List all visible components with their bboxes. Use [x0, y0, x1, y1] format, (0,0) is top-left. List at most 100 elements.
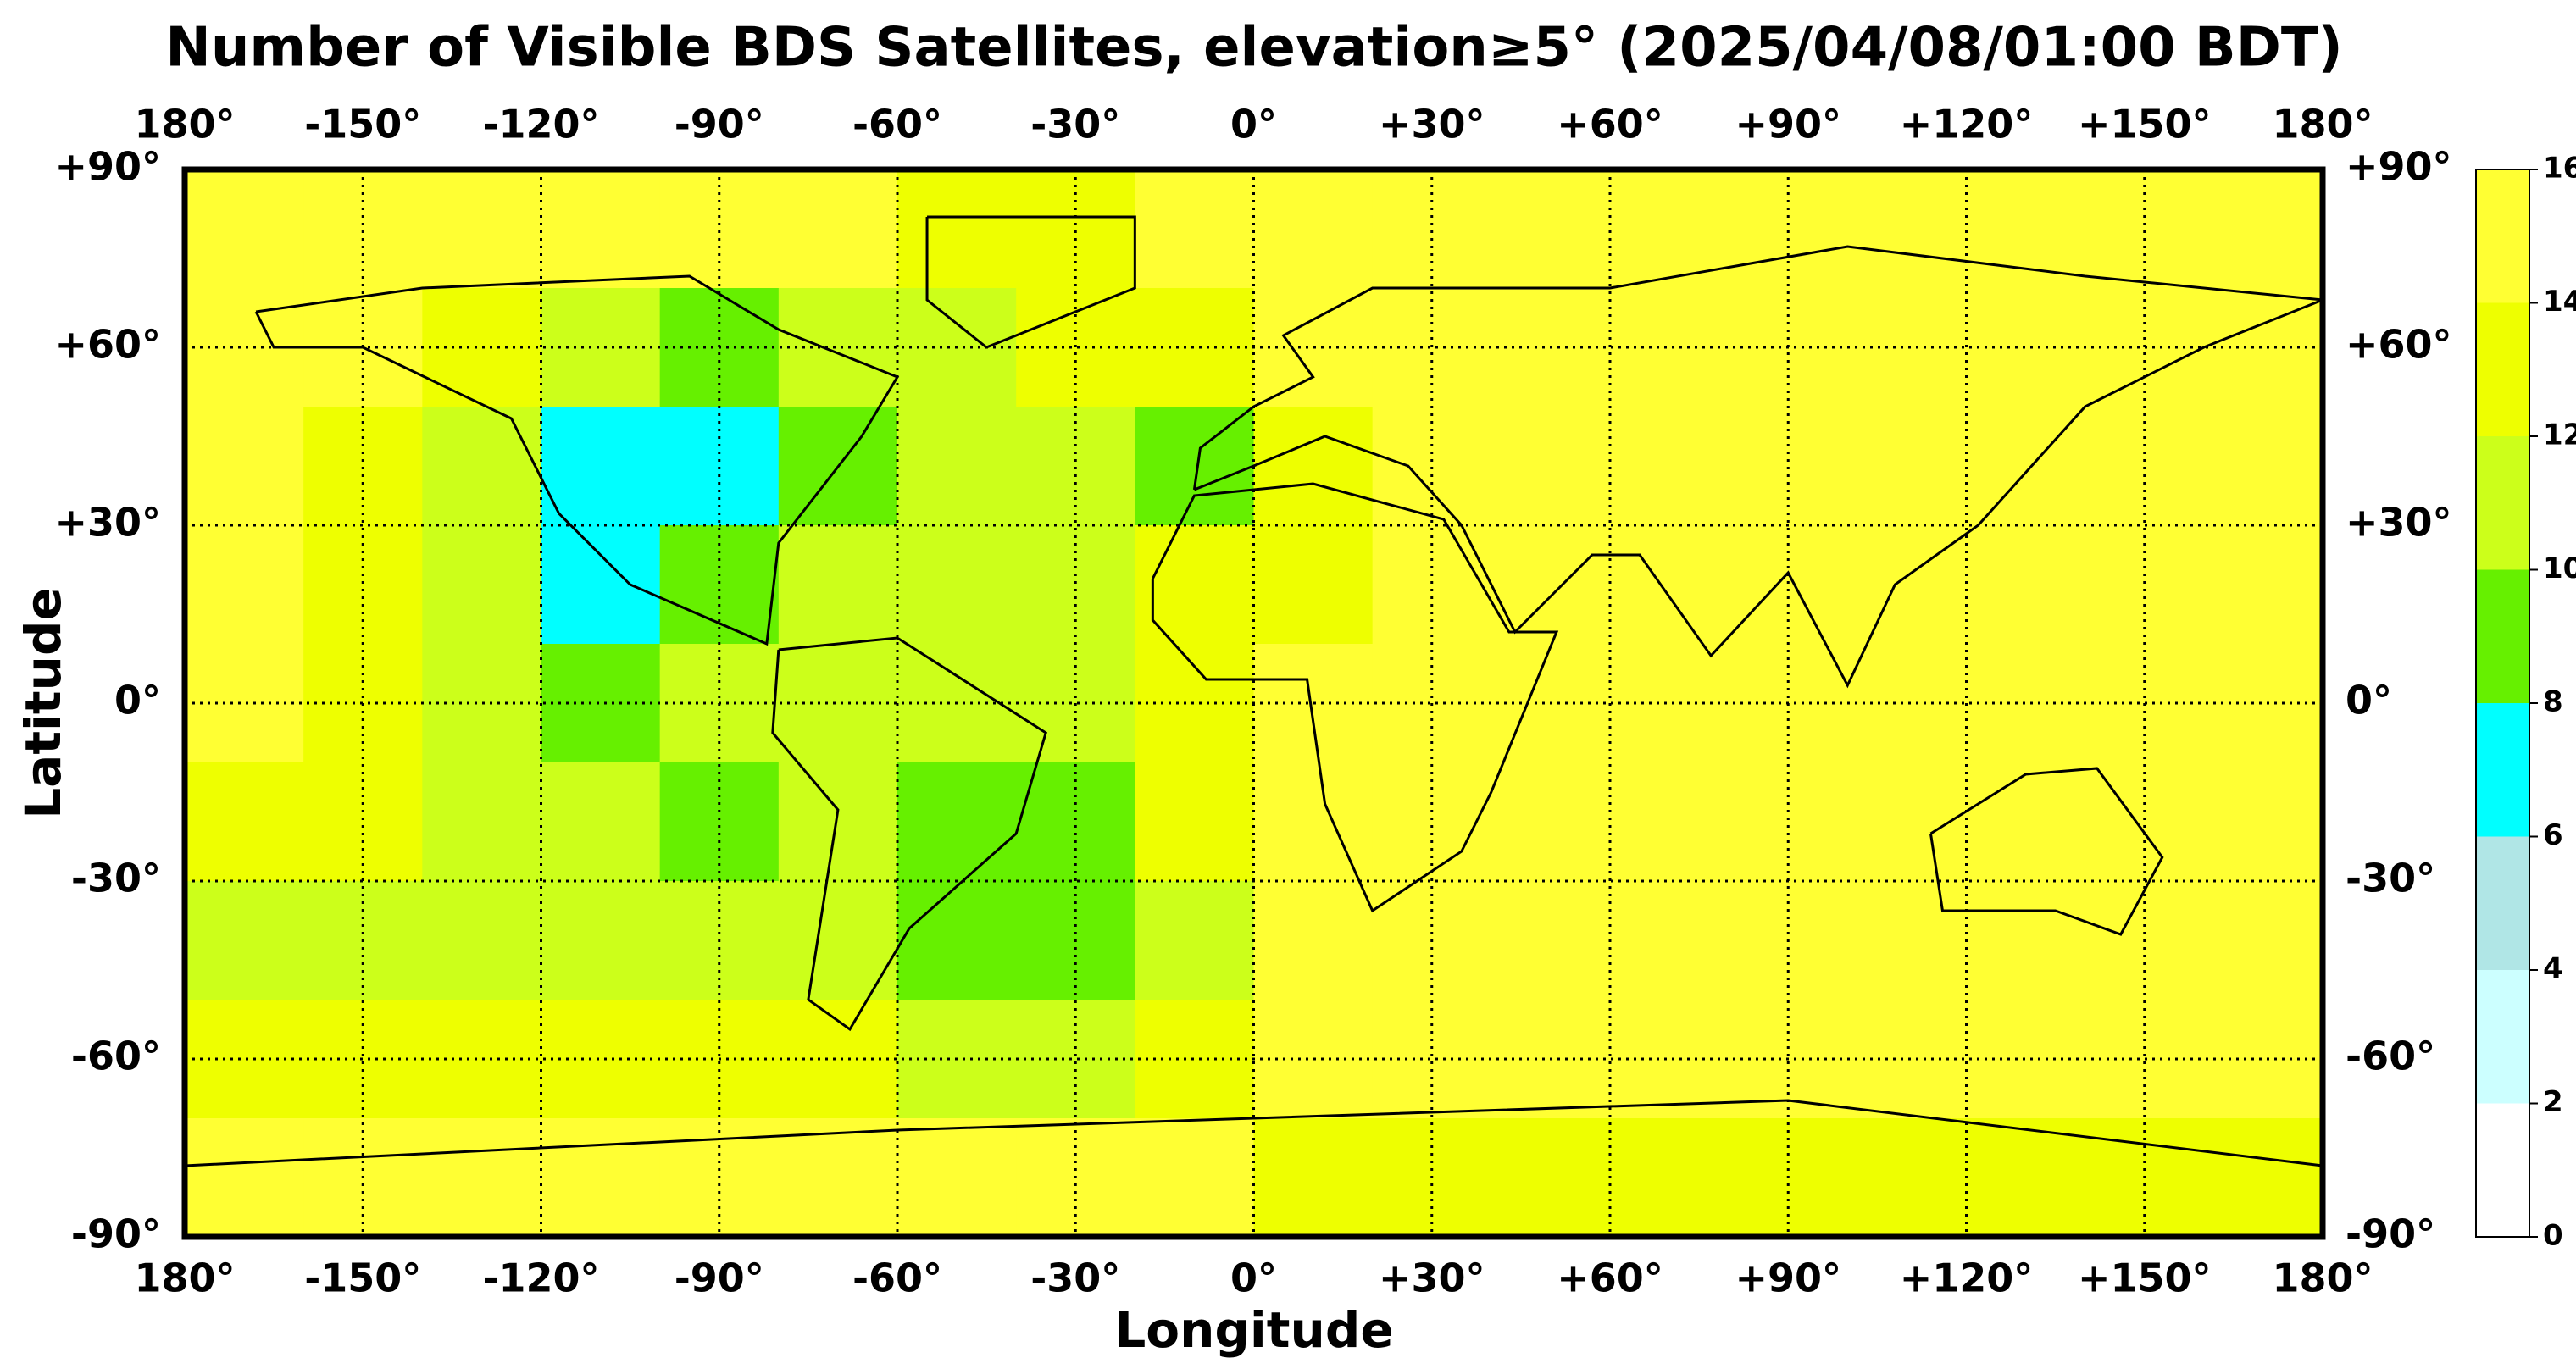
x-tick-label: 180° [2272, 102, 2373, 147]
cell [1135, 881, 1254, 1000]
y-tick-label: +30° [54, 500, 161, 546]
cell [778, 881, 898, 1000]
cell [1610, 1118, 1729, 1238]
cell [1729, 407, 1848, 526]
y-tick-label: -60° [2346, 1034, 2435, 1079]
cell [659, 762, 780, 882]
cell [2203, 169, 2323, 289]
cell [422, 1000, 541, 1119]
colorbar: 0 2 4 6 8 10 12 14 16 [2475, 152, 2576, 1253]
coastline [771, 636, 1047, 1032]
cell [422, 762, 541, 882]
colorbar-tick-label: 6 [2543, 818, 2563, 852]
cell [1847, 525, 1967, 645]
cell [422, 644, 541, 763]
coastline [1151, 482, 1559, 913]
cell [778, 762, 898, 882]
y-tick-label: +60° [2346, 322, 2452, 368]
cell [1135, 1000, 1254, 1119]
cell [1847, 881, 1967, 1000]
cell [778, 525, 898, 645]
cell [1847, 169, 1967, 289]
cell [422, 1118, 541, 1238]
cell [422, 407, 541, 526]
colorbar-tick-label: 10 [2543, 551, 2576, 585]
x-tick-label: 180° [2272, 1255, 2373, 1301]
cell [897, 169, 1017, 289]
colorbar-tick-label: 16 [2543, 152, 2576, 186]
cell [1610, 762, 1729, 882]
cell [1966, 169, 2086, 289]
x-tick-label: +120° [1900, 102, 2034, 147]
x-tick-label: +150° [2078, 102, 2212, 147]
cell [897, 1118, 1017, 1238]
coastline [184, 1099, 2323, 1167]
cell [778, 169, 898, 289]
cell [185, 525, 304, 645]
coastline [1929, 767, 2164, 936]
y-tick-label: -30° [2346, 856, 2435, 901]
cell [1966, 881, 2086, 1000]
cell [303, 407, 423, 526]
cell [2203, 881, 2323, 1000]
cell [2203, 644, 2323, 763]
colorbar-segment [2476, 436, 2529, 570]
y-tick-label: -90° [2346, 1211, 2435, 1257]
x-tick-label: -120° [482, 102, 599, 147]
cell [1966, 644, 2086, 763]
cell [778, 288, 898, 407]
colorbar-tick-label: 4 [2543, 952, 2563, 986]
x-tick-label: -30° [1030, 1255, 1120, 1301]
x-tick-label: -90° [675, 102, 764, 147]
y-tick-label: -90° [71, 1211, 161, 1257]
cell [778, 1118, 898, 1238]
y-tick-label: -30° [71, 856, 161, 901]
cell [422, 881, 541, 1000]
coastline [254, 274, 900, 646]
cell [541, 1118, 661, 1238]
cell [897, 762, 1017, 882]
y-tick-label: +30° [2346, 500, 2452, 546]
colorbar-tick-label: 0 [2543, 1219, 2563, 1253]
cell [1253, 525, 1374, 645]
cell [1610, 169, 1729, 289]
coastline [925, 215, 1136, 349]
cell [541, 407, 661, 526]
x-axis-label: Longitude [1114, 1301, 1393, 1359]
cell [422, 525, 541, 645]
cell [2203, 1000, 2323, 1119]
cell [897, 525, 1017, 645]
cell [1966, 762, 2086, 882]
cell [541, 881, 661, 1000]
cell [1016, 407, 1135, 526]
cell [1491, 525, 1611, 645]
x-tick-label: -30° [1030, 102, 1120, 147]
x-tick-label: 0° [1230, 102, 1277, 147]
y-tick-label: +60° [54, 322, 161, 368]
cell [2203, 407, 2323, 526]
cell [1372, 1000, 1492, 1119]
cell [1491, 762, 1611, 882]
tick-labels: 180° 180° -150° -150° -120° -120° -90° -90° -60°… [54, 102, 2451, 1301]
cell [1253, 288, 1374, 407]
cell [1253, 407, 1374, 526]
cell [185, 407, 304, 526]
cell [1253, 1118, 1374, 1238]
x-tick-label: +120° [1900, 1255, 2034, 1301]
x-tick-label: -60° [852, 1255, 942, 1301]
cell [1253, 1000, 1374, 1119]
y-tick-label: -60° [71, 1034, 161, 1079]
colorbar-tick-label: 8 [2543, 685, 2563, 719]
cell [422, 288, 541, 407]
cell [1491, 407, 1611, 526]
cell [1729, 762, 1848, 882]
cell [1966, 288, 2086, 407]
y-tick-label: 0° [2346, 678, 2392, 723]
cell [185, 169, 304, 289]
colorbar-tick-label: 14 [2543, 285, 2576, 319]
cell [1610, 288, 1729, 407]
map-frame [181, 166, 2326, 1240]
cell [422, 169, 541, 289]
cell [1253, 881, 1374, 1000]
